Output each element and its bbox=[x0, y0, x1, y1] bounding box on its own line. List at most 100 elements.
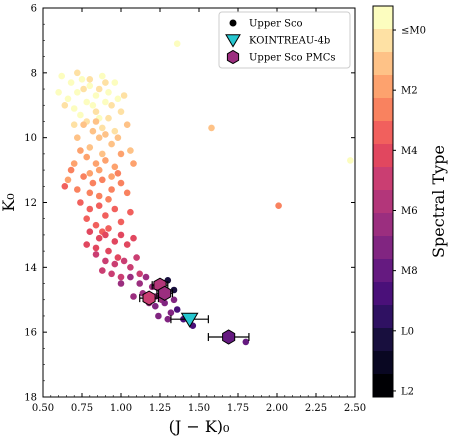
plot-area bbox=[55, 40, 354, 346]
x-tick-label: 0.75 bbox=[71, 403, 93, 414]
data-points bbox=[55, 40, 354, 346]
upper-sco-point bbox=[70, 160, 78, 167]
upper-sco-point bbox=[77, 199, 84, 206]
upper-sco-point bbox=[74, 89, 81, 96]
upper-sco-point bbox=[86, 144, 94, 151]
axes: 0.50 0.75 1.00 1.25 1.50 1.75 2.00 2.25 2.50 6 8 10… bbox=[0, 4, 366, 437]
upper-sco-point bbox=[77, 111, 84, 119]
upper-sco-point bbox=[102, 212, 109, 219]
colorbar-segment bbox=[373, 29, 393, 53]
upper-sco-point bbox=[133, 254, 140, 261]
upper-sco-point bbox=[102, 157, 109, 164]
legend-marker-circle bbox=[229, 19, 237, 27]
colorbar-segment bbox=[373, 259, 393, 283]
colorbar-tick-label: M4 bbox=[401, 146, 418, 157]
y-tick-label: 6 bbox=[31, 4, 37, 15]
colorbar-segment bbox=[373, 98, 393, 122]
colorbar-tick-label: M8 bbox=[401, 266, 418, 277]
colorbar-segment bbox=[373, 52, 393, 76]
y-tick-label: 10 bbox=[24, 133, 37, 144]
colorbar-segment bbox=[373, 121, 393, 145]
upper-sco-point bbox=[64, 95, 72, 103]
upper-sco-point bbox=[86, 205, 94, 213]
upper-sco-point bbox=[105, 225, 112, 232]
upper-sco-point bbox=[102, 257, 109, 265]
upper-sco-point bbox=[92, 92, 100, 99]
upper-sco-point bbox=[83, 98, 90, 106]
y-tick-label: 14 bbox=[24, 263, 37, 274]
upper-sco-point bbox=[95, 166, 103, 174]
x-tick-label: 1.25 bbox=[149, 403, 171, 414]
upper-sco-point bbox=[95, 192, 103, 200]
upper-sco-point bbox=[108, 140, 115, 148]
upper-sco-point bbox=[127, 147, 134, 154]
upper-sco-point bbox=[164, 315, 172, 323]
upper-sco-point bbox=[111, 163, 119, 171]
colorbar-label: Spectral Type bbox=[429, 145, 448, 258]
upper-sco-point bbox=[92, 251, 100, 258]
upper-sco-point bbox=[74, 186, 81, 193]
upper-sco-point bbox=[130, 293, 137, 300]
colorbar-segment bbox=[373, 190, 393, 214]
upper-sco-point bbox=[136, 280, 143, 287]
upper-sco-point bbox=[155, 312, 162, 320]
legend-label: Upper Sco bbox=[249, 19, 303, 30]
upper-sco-point bbox=[136, 270, 143, 278]
y-tick-label: 8 bbox=[31, 68, 37, 79]
pmc-marker bbox=[222, 329, 236, 345]
colorbar-tick-label: M6 bbox=[401, 206, 418, 217]
upper-sco-point bbox=[70, 121, 78, 128]
upper-sco-point bbox=[92, 160, 100, 167]
upper-sco-point bbox=[78, 76, 86, 83]
upper-sco-point bbox=[86, 228, 94, 235]
upper-sco-point bbox=[114, 134, 122, 141]
upper-sco-point bbox=[117, 273, 125, 281]
upper-sco-point bbox=[61, 102, 69, 109]
upper-sco-point bbox=[80, 85, 87, 93]
upper-sco-point bbox=[102, 79, 109, 86]
upper-sco-point bbox=[117, 108, 125, 115]
y-tick-label: 12 bbox=[24, 198, 37, 209]
upper-sco-point bbox=[61, 183, 69, 190]
upper-sco-point bbox=[114, 170, 122, 177]
colorbar-segment bbox=[373, 305, 393, 329]
upper-sco-point bbox=[86, 170, 94, 177]
upper-sco-point bbox=[108, 102, 115, 109]
upper-sco-point bbox=[74, 69, 81, 77]
upper-sco-point bbox=[111, 238, 119, 245]
upper-sco-point bbox=[95, 202, 103, 209]
legend: Upper Sco KOINTREAU-4b Upper Sco PMCs bbox=[218, 11, 351, 69]
legend-marker-hexagon bbox=[226, 49, 240, 65]
colorbar-tick-label: ≤M0 bbox=[401, 26, 426, 37]
upper-sco-point bbox=[80, 121, 87, 128]
legend-label: KOINTREAU-4b bbox=[249, 36, 330, 47]
upper-sco-point bbox=[92, 244, 100, 252]
colorbar-segment bbox=[373, 236, 393, 260]
x-tick-label: 2.00 bbox=[266, 403, 288, 414]
upper-sco-point bbox=[58, 72, 65, 80]
upper-sco-point bbox=[102, 231, 109, 239]
upper-sco-point bbox=[70, 105, 78, 112]
upper-sco-point bbox=[111, 260, 119, 268]
upper-sco-point bbox=[127, 264, 134, 271]
upper-sco-point bbox=[105, 196, 112, 203]
upper-sco-point bbox=[114, 254, 122, 261]
colorbar-segment bbox=[373, 213, 393, 237]
pmc-marker bbox=[158, 285, 172, 301]
upper-sco-point bbox=[275, 202, 282, 209]
upper-sco-point bbox=[86, 82, 94, 90]
upper-sco-point bbox=[347, 157, 354, 164]
upper-sco-point bbox=[130, 234, 137, 242]
upper-sco-point bbox=[242, 338, 250, 346]
upper-sco-point bbox=[95, 85, 103, 93]
upper-sco-point bbox=[123, 241, 131, 248]
y-tick-label: 16 bbox=[24, 328, 37, 339]
x-axis-label: (J − K)₀ bbox=[169, 417, 230, 436]
upper-sco-point bbox=[142, 273, 150, 281]
colorbar-frame bbox=[372, 5, 394, 398]
y-tick-label: 18 bbox=[24, 393, 37, 404]
colorbar: ≤M0 M2 M4 M6 M8 L0 L2 Spectral Type bbox=[372, 5, 448, 398]
colorbar-tick-label: L2 bbox=[401, 386, 414, 397]
upper-sco-point bbox=[117, 150, 125, 158]
upper-sco-point bbox=[86, 189, 94, 197]
